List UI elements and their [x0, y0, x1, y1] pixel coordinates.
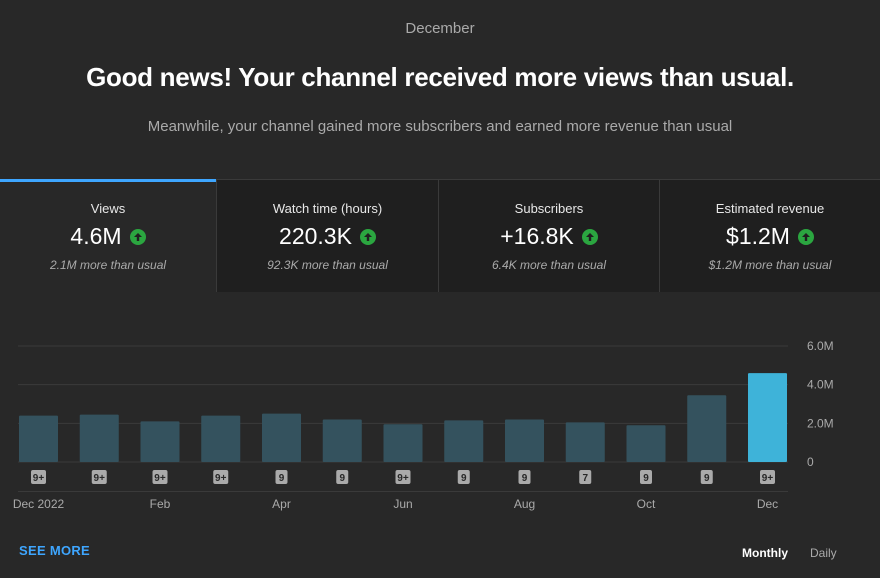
x-tick-label: Aug [514, 497, 535, 511]
badge-bg [640, 470, 652, 484]
views-bar-chart: 0 2.0M 4.0M 6.0M 9+ Dec 2022 9+ 9+ Feb 9+ 9 Apr 9 9+ J… [13, 339, 834, 511]
metric-note: 2.1M more than usual [49, 258, 167, 272]
y-tick-label: 4.0M [807, 378, 834, 392]
metric-label: Subscribers [514, 201, 584, 216]
video-count-badge: 9+ [94, 473, 106, 484]
metric-label: Estimated revenue [715, 201, 825, 216]
video-count-badge: 9 [339, 473, 345, 484]
chart-bar [140, 421, 180, 462]
toggle-daily[interactable]: Daily [810, 546, 837, 560]
tab-subscribers[interactable]: Subscribers +16.8K 6.4K more than usual [438, 180, 659, 292]
metric-label: Watch time (hours) [272, 201, 383, 216]
toggle-monthly[interactable]: Monthly [742, 546, 788, 560]
badge-bg [579, 470, 592, 484]
badge-bg [152, 470, 168, 484]
badge-bg [275, 470, 288, 484]
badge-bg [395, 470, 411, 484]
metric-value: 4.6M [70, 223, 122, 249]
chart-bar [201, 415, 241, 462]
metric-value: 220.3K [279, 223, 352, 249]
chart-bar [322, 419, 362, 462]
metric-note: 92.3K more than usual [267, 258, 388, 272]
video-count-badge: 9+ [762, 473, 774, 484]
video-count-badge: 9+ [33, 473, 45, 484]
video-count-badge: 9+ [154, 473, 166, 484]
tab-views[interactable]: Views 4.6M 2.1M more than usual [0, 179, 216, 292]
badge-bg [336, 470, 349, 484]
badge-bg [700, 470, 713, 484]
video-count-badge: 9 [279, 473, 285, 484]
tab-estimated-revenue[interactable]: Estimated revenue $1.2M $1.2M more than … [659, 180, 880, 292]
x-tick-label: Oct [637, 497, 656, 511]
chart-bar [79, 414, 119, 462]
metric-note: 6.4K more than usual [491, 258, 607, 272]
badge-bg [457, 470, 470, 484]
metric-value: $1.2M [726, 223, 790, 249]
metric-value-row: +16.8K [439, 223, 659, 250]
video-count-badge: 7 [582, 473, 588, 484]
month-label: December [405, 20, 475, 37]
badge-bg [91, 470, 107, 484]
metric-value-row: $1.2M [660, 223, 880, 250]
x-tick-label: Feb [150, 497, 171, 511]
arrow-up-icon [359, 228, 376, 245]
video-count-badge: 9 [643, 473, 649, 484]
badge-bg [760, 470, 775, 484]
metric-note: $1.2M more than usual [708, 258, 832, 272]
video-count-badge: 9 [522, 473, 528, 484]
chart-bar [626, 425, 666, 462]
metric-value: +16.8K [500, 223, 574, 249]
chart-bar [565, 422, 605, 462]
chart-bar [505, 419, 544, 462]
metric-value-row: 220.3K [217, 223, 438, 250]
y-tick-label: 2.0M [807, 416, 834, 430]
badge-bg [518, 470, 531, 484]
headline: Good news! Your channel received more vi… [86, 62, 794, 92]
badge-bg [31, 470, 46, 484]
chart-bar [262, 413, 301, 462]
y-tick-label: 0 [807, 455, 814, 469]
badge-bg [213, 470, 229, 484]
chart-bar [687, 395, 727, 462]
metric-tabs: Views 4.6M 2.1M more than usual Watch ti… [0, 179, 880, 292]
tab-watch-time[interactable]: Watch time (hours) 220.3K 92.3K more tha… [216, 180, 438, 292]
chart-bar [19, 415, 58, 462]
x-tick-label: Apr [272, 497, 291, 511]
subheadline: Meanwhile, your channel gained more subs… [147, 118, 733, 135]
y-tick-label: 6.0M [807, 339, 834, 353]
x-tick-label: Jun [393, 497, 412, 511]
x-tick-label: Dec 2022 [13, 497, 65, 511]
metric-value-row: 4.6M [0, 223, 216, 250]
x-tick-label: Dec [757, 497, 778, 511]
video-count-badge: 9+ [215, 473, 227, 484]
chart-bar [383, 424, 423, 462]
arrow-up-icon [129, 228, 146, 245]
chart-bar [444, 420, 484, 462]
video-count-badge: 9+ [397, 473, 409, 484]
chart-bar [748, 373, 787, 462]
see-more-link[interactable]: SEE MORE [19, 543, 91, 558]
metric-label: Views [90, 201, 126, 216]
video-count-badge: 9 [461, 473, 467, 484]
video-count-badge: 9 [704, 473, 710, 484]
arrow-up-icon [581, 228, 598, 245]
arrow-up-icon [797, 228, 814, 245]
